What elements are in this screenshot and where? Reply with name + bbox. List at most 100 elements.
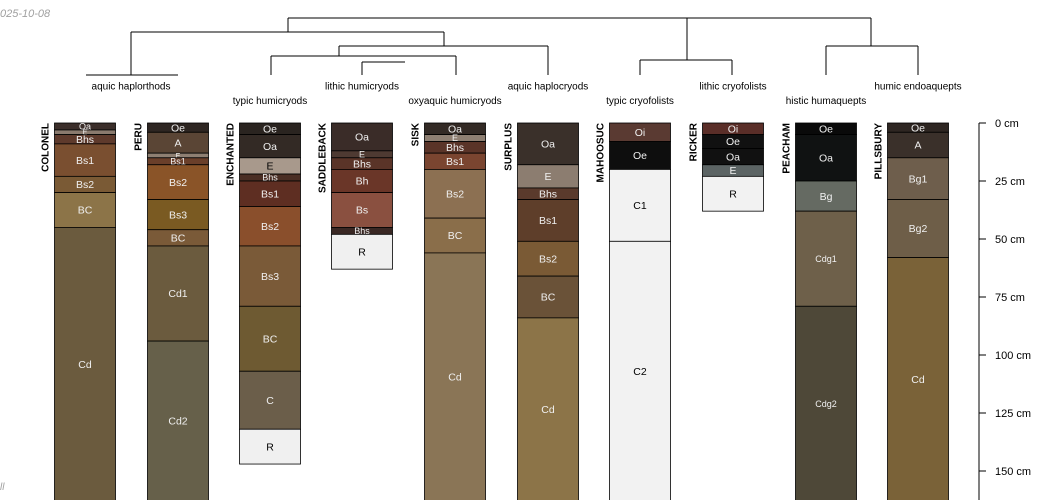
horizon-label: Oa bbox=[819, 152, 833, 164]
horizon-label: Bhs bbox=[262, 173, 278, 183]
depth-tick-label: 100 cm bbox=[995, 350, 1031, 362]
horizon-label: A bbox=[174, 137, 181, 149]
taxon-label-oxyaquic-humicryods: oxyaquic humicryods bbox=[408, 96, 501, 107]
horizon-enchanted-bs3-6 bbox=[239, 245, 301, 307]
taxon-label-lithic-cryofolists: lithic cryofolists bbox=[699, 82, 766, 93]
horizon-label: Oe bbox=[911, 122, 925, 134]
horizon-label: Oa bbox=[355, 132, 369, 144]
horizon-label: Bg bbox=[820, 191, 833, 203]
horizon-label: Oe bbox=[171, 122, 185, 134]
profile-name: RICKER bbox=[689, 122, 700, 161]
taxon-label-typic-cryofolists: typic cryofolists bbox=[606, 96, 674, 107]
horizon-label: Oa bbox=[448, 123, 462, 135]
dendrogram-branches bbox=[86, 17, 919, 76]
taxon-label-histic-humaquepts: histic humaquepts bbox=[786, 96, 867, 107]
horizon-label: Bs1 bbox=[261, 188, 279, 200]
horizon-enchanted-bs2-5 bbox=[239, 206, 301, 247]
horizon-peacham-cdg2-4 bbox=[795, 305, 857, 500]
horizon-label: E bbox=[359, 149, 365, 159]
horizon-label: Oi bbox=[728, 123, 739, 135]
horizon-label: BC bbox=[448, 230, 463, 242]
horizon-label: Bs2 bbox=[76, 179, 94, 191]
horizon-label: Bs2 bbox=[539, 253, 557, 265]
horizon-enchanted-r-9 bbox=[239, 428, 301, 465]
horizon-saddleback-r-6 bbox=[331, 233, 393, 270]
horizon-peacham-bg-2 bbox=[795, 180, 857, 212]
horizon-surplus-bs2-4 bbox=[517, 240, 579, 277]
horizon-surplus-bc-5 bbox=[517, 275, 579, 319]
horizon-label: Bs1 bbox=[446, 156, 464, 168]
horizon-label: Cd2 bbox=[168, 416, 187, 428]
horizon-pillsbury-bg2-3 bbox=[887, 199, 949, 258]
horizon-label: Oe bbox=[819, 123, 833, 135]
horizon-label: BC bbox=[541, 292, 556, 304]
horizon-label: Bhs bbox=[354, 226, 370, 236]
horizon-pillsbury-cd-4 bbox=[887, 257, 949, 500]
horizon-label: BC bbox=[263, 333, 278, 345]
horizon-pillsbury-bg1-2 bbox=[887, 157, 949, 200]
horizon-label: Bhs bbox=[353, 158, 371, 170]
horizon-label: Oe bbox=[263, 123, 277, 135]
horizon-label: Oa bbox=[263, 141, 277, 153]
profile-name: MAHOOSUC bbox=[596, 123, 607, 182]
horizon-label: Bhs bbox=[539, 188, 557, 200]
horizon-saddleback-oa-0 bbox=[331, 122, 393, 152]
horizon-label: BC bbox=[78, 205, 93, 217]
depth-tick-label: 0 cm bbox=[995, 118, 1019, 130]
taxon-label-aquic-haplorthods: aquic haplorthods bbox=[92, 82, 171, 93]
depth-tick-label: 50 cm bbox=[995, 234, 1025, 246]
horizon-label: Bs1 bbox=[170, 156, 186, 166]
horizon-label: C2 bbox=[633, 366, 647, 378]
horizon-saddleback-bs-4 bbox=[331, 192, 393, 228]
horizon-label: C bbox=[266, 395, 274, 407]
horizon-peru-cd2-8 bbox=[147, 340, 209, 500]
horizon-label: BC bbox=[171, 233, 186, 245]
horizon-sisk-bs2-4 bbox=[424, 168, 486, 219]
horizon-label: Bs3 bbox=[261, 271, 279, 283]
horizon-surplus-cd-6 bbox=[517, 317, 579, 500]
horizon-label: Cd bbox=[448, 372, 462, 384]
horizon-label: Cdg1 bbox=[815, 254, 837, 264]
horizon-peru-cd1-7 bbox=[147, 245, 209, 342]
horizon-label: Bs2 bbox=[169, 177, 187, 189]
horizon-peru-bs2-4 bbox=[147, 164, 209, 200]
horizon-label: Bhs bbox=[76, 134, 94, 146]
horizon-label: Bhs bbox=[446, 142, 464, 154]
horizon-label: Oa bbox=[541, 139, 555, 151]
horizon-label: R bbox=[266, 441, 274, 453]
horizon-label: Oa bbox=[79, 122, 91, 132]
horizon-label: Bs1 bbox=[76, 155, 94, 167]
profile-peacham: Oe Oa Bg Cdg1 Cdg2 PEACHAM bbox=[782, 122, 857, 500]
horizon-label: Cd bbox=[541, 404, 555, 416]
horizon-label: Oa bbox=[726, 151, 740, 163]
horizon-label: A bbox=[914, 140, 921, 152]
horizon-label: R bbox=[358, 246, 366, 258]
horizon-peacham-oa-1 bbox=[795, 134, 857, 182]
horizon-label: Bg2 bbox=[909, 223, 928, 235]
profile-name: PERU bbox=[134, 123, 145, 151]
horizon-peru-bs3-5 bbox=[147, 199, 209, 231]
profile-name: SISK bbox=[411, 122, 422, 146]
profile-name: COLONEL bbox=[41, 123, 52, 172]
horizon-label: Bs2 bbox=[446, 188, 464, 200]
profile-name: SURPLUS bbox=[504, 123, 515, 171]
depth-tick-label: 25 cm bbox=[995, 176, 1025, 188]
horizon-label: E bbox=[176, 153, 181, 160]
date-stamp: 025-10-08 bbox=[0, 8, 51, 20]
horizon-surplus-oa-0 bbox=[517, 122, 579, 166]
corner-note: ll bbox=[0, 482, 5, 493]
horizon-ricker-r-4 bbox=[702, 175, 764, 212]
horizon-mahoosuc-c1-2 bbox=[609, 168, 671, 242]
taxon-label-humic-endoaquepts: humic endoaquepts bbox=[874, 82, 961, 93]
taxonomic-dendrogram: aquic haplorthods typic humicryods lithi… bbox=[86, 17, 962, 107]
horizon-label: E bbox=[729, 165, 736, 177]
profile-mahoosuc: Oi Oe C1 C2 MAHOOSUC bbox=[596, 122, 671, 500]
depth-axis: 0 cm 25 cm 50 cm 75 cm 100 cm 125 cm 150 cm bbox=[978, 118, 1031, 500]
profile-surplus: Oa E Bhs Bs1 Bs2 BC Cd SURPLUS bbox=[504, 122, 579, 500]
